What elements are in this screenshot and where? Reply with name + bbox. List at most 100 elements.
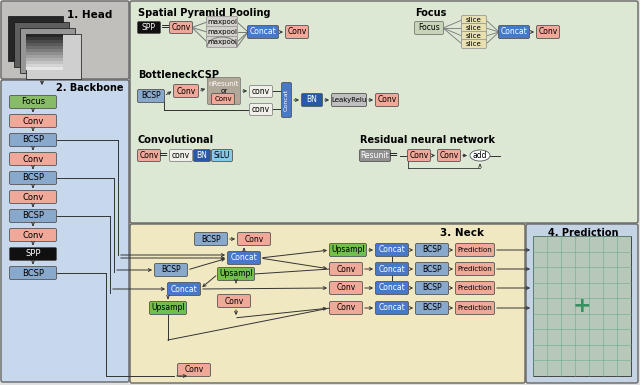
Text: BCSP: BCSP [422, 303, 442, 313]
Text: slice: slice [466, 33, 482, 39]
FancyBboxPatch shape [461, 32, 486, 40]
Text: add: add [473, 151, 487, 160]
FancyBboxPatch shape [211, 94, 234, 104]
Text: SPP: SPP [142, 23, 156, 32]
Bar [533, 236, 631, 376]
Text: BCSP: BCSP [22, 174, 44, 182]
Ellipse shape [470, 150, 490, 161]
Text: conv: conv [252, 105, 270, 114]
FancyBboxPatch shape [10, 171, 56, 184]
FancyBboxPatch shape [10, 191, 56, 204]
Text: Upsampl: Upsampl [331, 246, 365, 254]
FancyBboxPatch shape [456, 263, 495, 276]
Text: Upsampl: Upsampl [219, 270, 253, 278]
FancyBboxPatch shape [237, 233, 271, 246]
Text: nResunit: nResunit [209, 81, 239, 87]
Text: Conv: Conv [22, 192, 44, 201]
Text: BCSP: BCSP [22, 211, 44, 221]
Text: conv: conv [172, 151, 190, 160]
Bar [26, 37, 63, 40]
FancyBboxPatch shape [461, 15, 486, 25]
FancyBboxPatch shape [10, 95, 56, 109]
Text: Concat: Concat [379, 303, 405, 313]
FancyBboxPatch shape [456, 243, 495, 256]
FancyBboxPatch shape [20, 28, 75, 73]
Bar [26, 34, 63, 37]
FancyBboxPatch shape [130, 1, 638, 223]
Text: 1. Head: 1. Head [67, 10, 113, 20]
Text: Conv: Conv [214, 96, 232, 102]
Text: Concat: Concat [230, 253, 257, 263]
Text: Conv: Conv [337, 283, 356, 293]
FancyBboxPatch shape [10, 134, 56, 147]
Text: Conv: Conv [22, 231, 44, 239]
FancyBboxPatch shape [415, 263, 449, 276]
FancyBboxPatch shape [10, 248, 56, 261]
Bar [26, 64, 63, 67]
Text: Conv: Conv [184, 365, 204, 375]
Bar [26, 46, 63, 49]
Bar [26, 52, 63, 55]
Text: BN: BN [307, 95, 317, 104]
FancyBboxPatch shape [150, 301, 186, 315]
Bar [26, 43, 63, 46]
Text: 2. Backbone: 2. Backbone [56, 83, 124, 93]
FancyBboxPatch shape [301, 94, 323, 107]
FancyBboxPatch shape [211, 149, 232, 161]
Text: Conv: Conv [177, 87, 196, 95]
Bar [26, 55, 63, 58]
Text: Conv: Conv [22, 117, 44, 126]
Bar [26, 40, 63, 43]
Text: maxpool: maxpool [207, 29, 237, 35]
Text: Prediction: Prediction [458, 305, 492, 311]
FancyBboxPatch shape [376, 243, 408, 256]
FancyBboxPatch shape [330, 243, 367, 256]
Text: Concat: Concat [379, 283, 405, 293]
Text: slice: slice [466, 25, 482, 31]
FancyBboxPatch shape [526, 224, 638, 383]
FancyBboxPatch shape [250, 104, 273, 116]
FancyBboxPatch shape [207, 27, 237, 37]
Text: maxpool: maxpool [207, 19, 237, 25]
Text: BCSP: BCSP [22, 136, 44, 144]
FancyBboxPatch shape [173, 84, 198, 97]
Text: BCSP: BCSP [161, 266, 181, 275]
Text: =: = [389, 151, 399, 161]
Text: Focus: Focus [415, 8, 446, 18]
Text: BCSP: BCSP [201, 234, 221, 243]
FancyBboxPatch shape [207, 17, 237, 27]
FancyBboxPatch shape [285, 25, 308, 38]
FancyBboxPatch shape [1, 1, 129, 79]
FancyBboxPatch shape [26, 34, 81, 79]
FancyBboxPatch shape [461, 23, 486, 32]
Bar [26, 49, 63, 52]
FancyBboxPatch shape [130, 224, 525, 383]
Text: Resunit: Resunit [360, 151, 389, 160]
FancyBboxPatch shape [8, 16, 63, 61]
Text: Prediction: Prediction [458, 247, 492, 253]
FancyBboxPatch shape [193, 149, 211, 161]
FancyBboxPatch shape [207, 37, 237, 47]
Text: Conv: Conv [378, 95, 397, 104]
FancyBboxPatch shape [332, 94, 367, 107]
Text: BCSP: BCSP [422, 283, 442, 293]
FancyBboxPatch shape [330, 301, 362, 315]
Text: conv: conv [252, 87, 270, 96]
Text: 3. Neck: 3. Neck [440, 228, 484, 238]
FancyBboxPatch shape [330, 281, 362, 295]
FancyBboxPatch shape [536, 25, 559, 38]
Text: Conv: Conv [172, 23, 191, 32]
Text: slice: slice [466, 41, 482, 47]
FancyBboxPatch shape [250, 85, 273, 97]
Text: Conv: Conv [538, 27, 557, 37]
FancyBboxPatch shape [177, 363, 211, 377]
Text: Conv: Conv [225, 296, 244, 306]
FancyBboxPatch shape [154, 263, 188, 276]
Text: Concat: Concat [500, 27, 527, 37]
FancyBboxPatch shape [218, 295, 250, 308]
FancyBboxPatch shape [330, 263, 362, 276]
Text: +: + [573, 296, 591, 316]
Text: Residual neural network: Residual neural network [360, 135, 495, 145]
FancyBboxPatch shape [207, 77, 241, 104]
Text: BN: BN [196, 151, 207, 160]
